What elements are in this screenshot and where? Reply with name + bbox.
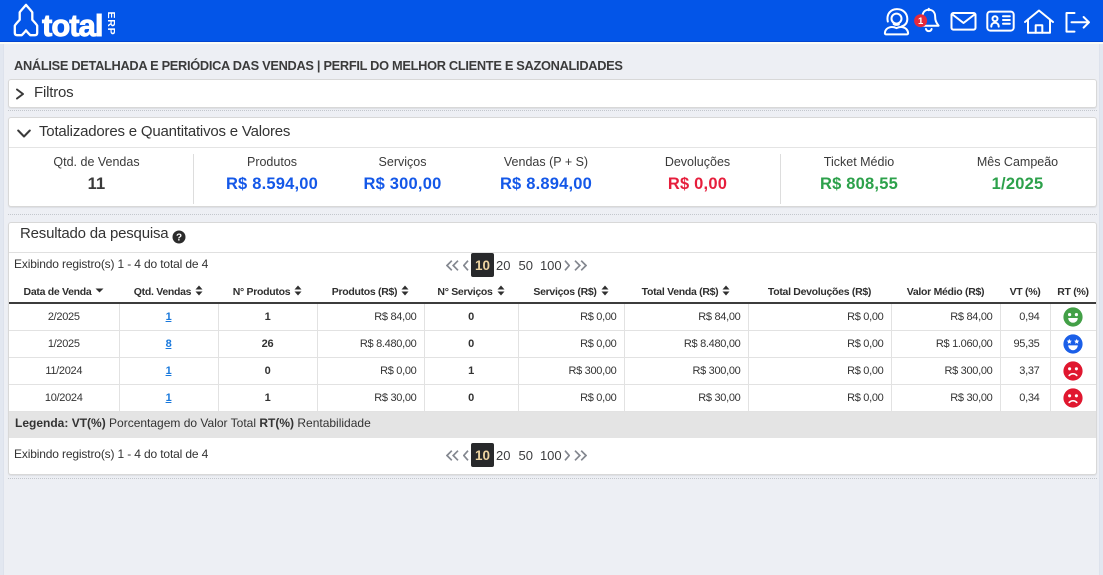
svg-text:total: total (42, 8, 102, 42)
svg-text:1: 1 (918, 16, 924, 27)
svg-text:?: ? (176, 233, 182, 244)
svg-text:ERP: ERP (105, 12, 117, 36)
